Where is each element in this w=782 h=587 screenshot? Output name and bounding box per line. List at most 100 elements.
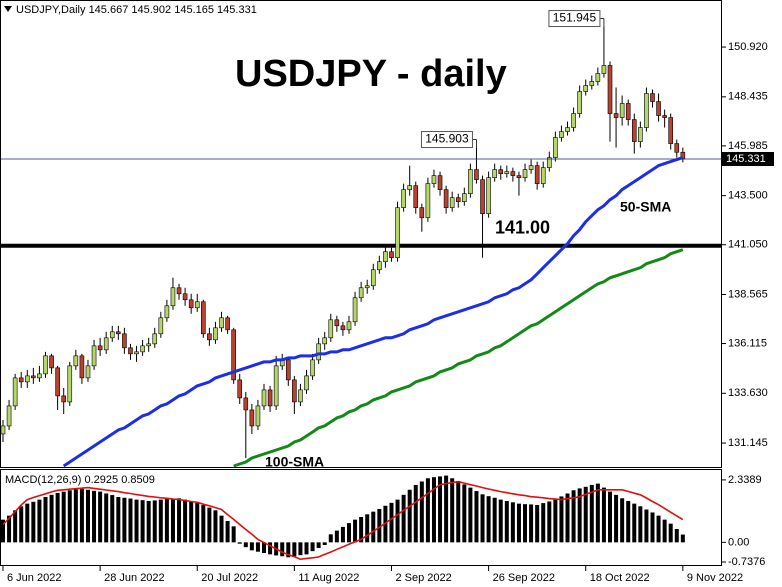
y-tick-label: 143.500 (728, 190, 768, 202)
candle-body (255, 405, 261, 427)
macd-bar (298, 542, 303, 556)
macd-bar (662, 519, 667, 543)
macd-header: MACD(12,26,9) 0.2925 0.8509 (5, 474, 155, 486)
candle-body (425, 183, 431, 218)
macd-bar (638, 506, 643, 543)
candle-body (437, 175, 443, 190)
macd-bar (365, 514, 370, 543)
candle-body (510, 171, 516, 176)
candle-body (377, 261, 382, 271)
y-tick-label: 138.565 (728, 288, 768, 300)
chart-header: USDJPY,Daily 145.667 145.902 145.165 145… (16, 4, 257, 16)
candle-body (656, 101, 661, 116)
candle-body (595, 73, 601, 82)
macd-bar (292, 542, 297, 557)
candle-body (225, 317, 230, 331)
candle-body (413, 185, 419, 208)
candle-body (553, 137, 558, 158)
x-tick-label: 6 Jun 2022 (7, 572, 61, 584)
macd-bar (632, 503, 637, 543)
candle-body (443, 189, 449, 208)
callout-label: 151.945 (553, 11, 597, 25)
candle-body (170, 287, 176, 307)
candle-body (304, 375, 309, 391)
candle-body (0, 425, 6, 435)
candle-body (522, 169, 528, 178)
macd-bar (183, 499, 188, 543)
candle-body (213, 327, 218, 341)
macd-bar (656, 515, 661, 543)
candle-body (109, 331, 115, 339)
candle-body (370, 269, 376, 287)
candle-body (358, 287, 364, 299)
macd-bar (371, 511, 376, 543)
macd-bar (608, 491, 612, 543)
candle-body (316, 343, 321, 361)
sma-line (233, 248, 684, 468)
candle-body (498, 169, 504, 174)
macd-bar (128, 498, 133, 543)
macd-bar (262, 542, 267, 554)
macd-bar (201, 504, 206, 543)
macd-bar (1, 519, 5, 543)
candle-body (650, 93, 655, 102)
candle-body (607, 65, 613, 114)
macd-bar (31, 501, 36, 543)
macd-bar (474, 491, 479, 543)
candle-body (407, 185, 412, 190)
macd-bar (164, 499, 169, 543)
candle-body (474, 169, 479, 180)
macd-bar (140, 500, 145, 543)
x-tick-label: 26 Sep 2022 (493, 572, 555, 584)
macd-bar (480, 494, 485, 543)
candle-body (152, 333, 158, 345)
y-tick-label: 141.050 (728, 239, 768, 251)
candle-body (662, 115, 667, 118)
candle-body (480, 179, 485, 214)
macd-bar (7, 515, 12, 543)
candle-body (188, 299, 194, 309)
candle-body (419, 207, 425, 218)
candle-body (219, 317, 224, 329)
macd-bar (680, 534, 685, 543)
candle-body (128, 347, 133, 355)
candle-body (346, 321, 352, 331)
candle-body (395, 207, 400, 259)
candle-body (516, 175, 522, 178)
candle-body (674, 143, 680, 153)
macd-bar (249, 542, 254, 551)
macd-bar (225, 520, 230, 543)
macd-bar (85, 489, 90, 543)
macd-bar (37, 499, 42, 543)
price-tag (722, 151, 774, 166)
macd-bar (237, 542, 242, 544)
macd-bar (334, 530, 339, 543)
candle-body (668, 117, 674, 144)
candle-body (182, 293, 188, 301)
macd-bar (565, 493, 570, 543)
candle-body (577, 91, 582, 114)
candle-body (116, 331, 121, 335)
macd-bar (134, 499, 139, 543)
candle-body (401, 189, 406, 208)
candle-body (583, 85, 589, 92)
candle-body (103, 337, 109, 351)
candle-body (431, 175, 437, 184)
macd-bar (268, 542, 273, 555)
candle-body (310, 359, 315, 377)
y-tick-label: 150.920 (728, 41, 768, 53)
macd-bar (498, 499, 503, 543)
candle-body (334, 319, 340, 327)
macd-bar (407, 489, 412, 543)
x-tick-label: 18 Oct 2022 (590, 572, 650, 584)
candle-body (85, 365, 91, 379)
macd-tick-label: 2.3389 (728, 474, 762, 486)
macd-bar (547, 501, 552, 543)
open: 145.667 (89, 4, 129, 16)
level-label: 141.00 (495, 217, 550, 237)
candle-body (31, 375, 36, 379)
candle-body (164, 305, 170, 319)
macd-bar (316, 542, 321, 548)
macd-name: MACD(12,26,9) (5, 474, 81, 486)
candle-body (122, 333, 127, 349)
